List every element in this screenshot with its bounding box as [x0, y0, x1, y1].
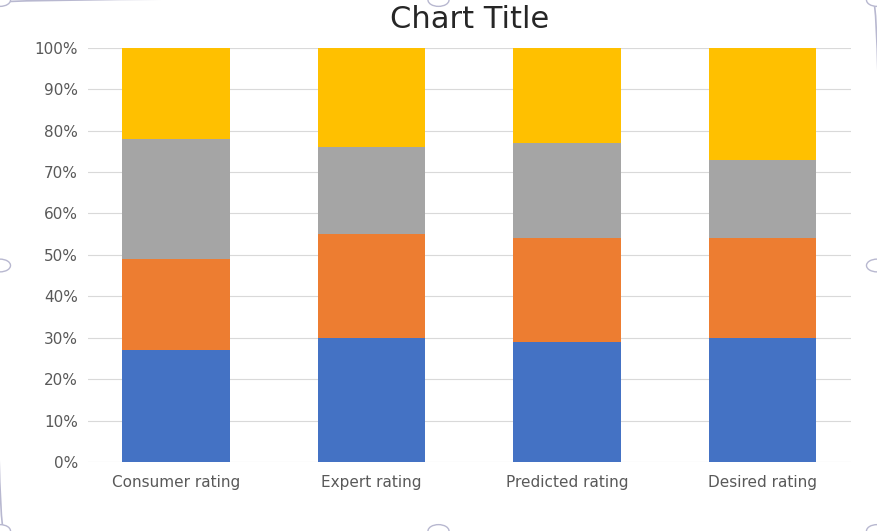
Legend: Version 1, Version 2, Version 3, Version 4: Version 1, Version 2, Version 3, Version… — [232, 528, 707, 531]
Bar — [513, 238, 621, 342]
Bar — [513, 48, 621, 143]
Bar — [709, 338, 816, 462]
Bar — [513, 342, 621, 462]
Bar — [317, 48, 425, 147]
Bar — [709, 48, 816, 160]
Bar — [709, 238, 816, 338]
Bar — [317, 338, 425, 462]
Bar — [513, 143, 621, 238]
Bar — [123, 48, 230, 139]
Bar — [123, 139, 230, 259]
Bar — [123, 350, 230, 462]
Title: Chart Title: Chart Title — [389, 5, 549, 35]
Bar — [317, 234, 425, 338]
Bar — [709, 160, 816, 238]
Bar — [123, 259, 230, 350]
Bar — [317, 147, 425, 234]
